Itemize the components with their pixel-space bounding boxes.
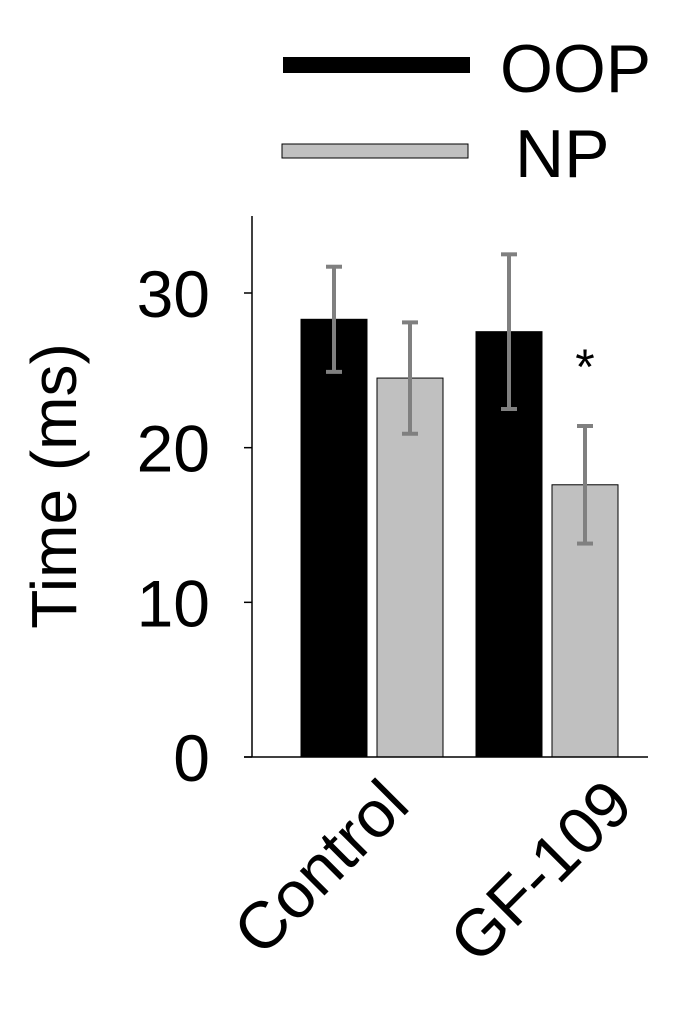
- bar-np-control: [376, 377, 444, 758]
- y-tick-label: 10: [137, 566, 210, 640]
- y-axis-label: Time (ms): [18, 343, 90, 629]
- legend-swatch-np: [281, 143, 469, 159]
- x-tick-labels: Control GF-109: [219, 766, 646, 977]
- axes: [244, 216, 648, 758]
- error-bar-oop-gf109: [501, 252, 517, 411]
- y-tick-label: 20: [137, 412, 210, 486]
- error-bars-layer: [326, 252, 593, 546]
- y-ticks: 0 10 20 30: [137, 257, 252, 795]
- bar-oop-control: [300, 318, 368, 758]
- legend-label-oop: OOP: [500, 31, 651, 107]
- annotations-layer: *: [575, 339, 594, 395]
- legend-label-np: NP: [515, 116, 609, 192]
- significance-marker: *: [575, 339, 594, 395]
- error-bar-oop-control: [326, 264, 342, 374]
- y-tick-label: 0: [173, 721, 210, 795]
- x-tick-label: Control: [219, 766, 422, 969]
- error-bar-np-gf109: [577, 424, 593, 546]
- y-tick-label: 30: [137, 257, 210, 331]
- x-tick-label: GF-109: [435, 766, 646, 977]
- legend: OOP NP: [281, 31, 651, 192]
- legend-swatch-oop: [283, 57, 470, 73]
- bars-layer: [300, 318, 619, 758]
- error-bar-np-control: [402, 320, 418, 436]
